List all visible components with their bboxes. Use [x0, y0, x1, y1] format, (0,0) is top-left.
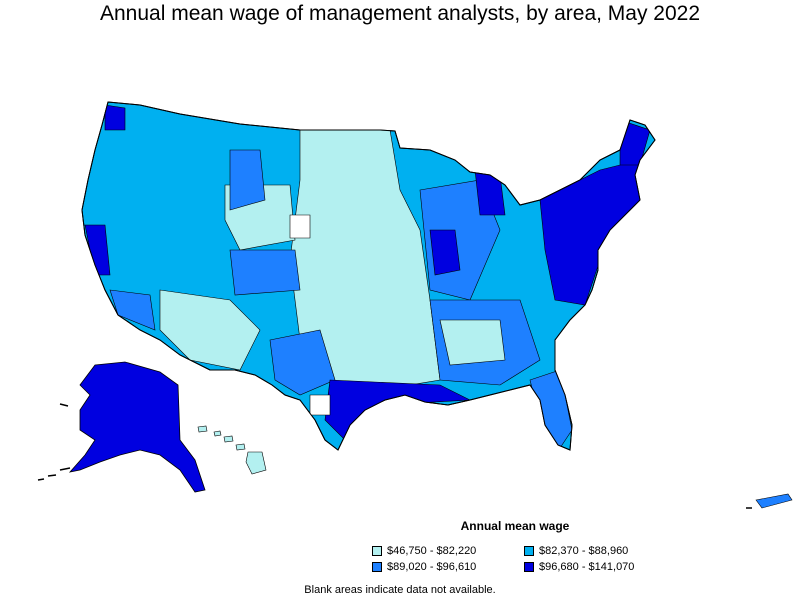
legend-item-1: $46,750 - $82,220	[372, 545, 524, 557]
colorado-region	[229, 249, 301, 296]
legend-item-4: $96,680 - $141,070	[524, 561, 694, 573]
legend-swatch-1	[372, 546, 382, 556]
blank-area-texas	[309, 394, 331, 416]
blank-area-wyoming	[289, 214, 311, 239]
legend-label-1: $46,750 - $82,220	[387, 545, 477, 557]
legend-title: Annual mean wage	[460, 519, 570, 533]
florida-region	[529, 369, 573, 449]
legend-item-2: $82,370 - $88,960	[524, 545, 694, 557]
seattle-metro	[104, 104, 126, 131]
south-light	[439, 319, 506, 366]
map-title: Annual mean wage of management analysts,…	[99, 2, 701, 25]
legend: $46,750 - $82,220 $82,370 - $88,960 $89,…	[372, 545, 702, 573]
alaska-islands	[37, 403, 71, 481]
alaska-shape	[68, 361, 206, 493]
footnote: Blank areas indicate data not available.	[304, 584, 496, 596]
hawaii-islands	[197, 425, 267, 475]
legend-label-3: $89,020 - $96,610	[387, 561, 477, 573]
legend-item-3: $89,020 - $96,610	[372, 561, 524, 573]
legend-swatch-4	[524, 562, 534, 572]
puerto-rico-shape	[755, 493, 793, 509]
southwest-region	[159, 289, 261, 371]
east-coast-region	[539, 159, 641, 306]
legend-swatch-3	[372, 562, 382, 572]
legend-label-4: $96,680 - $141,070	[539, 561, 635, 573]
legend-swatch-2	[524, 546, 534, 556]
interior-west-region	[229, 149, 266, 211]
illinois-metro	[429, 229, 461, 276]
michigan-metro	[474, 169, 506, 216]
socal-region	[109, 289, 156, 331]
legend-label-2: $82,370 - $88,960	[539, 545, 629, 557]
texas-region	[269, 329, 336, 396]
contiguous-us-outline	[81, 101, 656, 451]
